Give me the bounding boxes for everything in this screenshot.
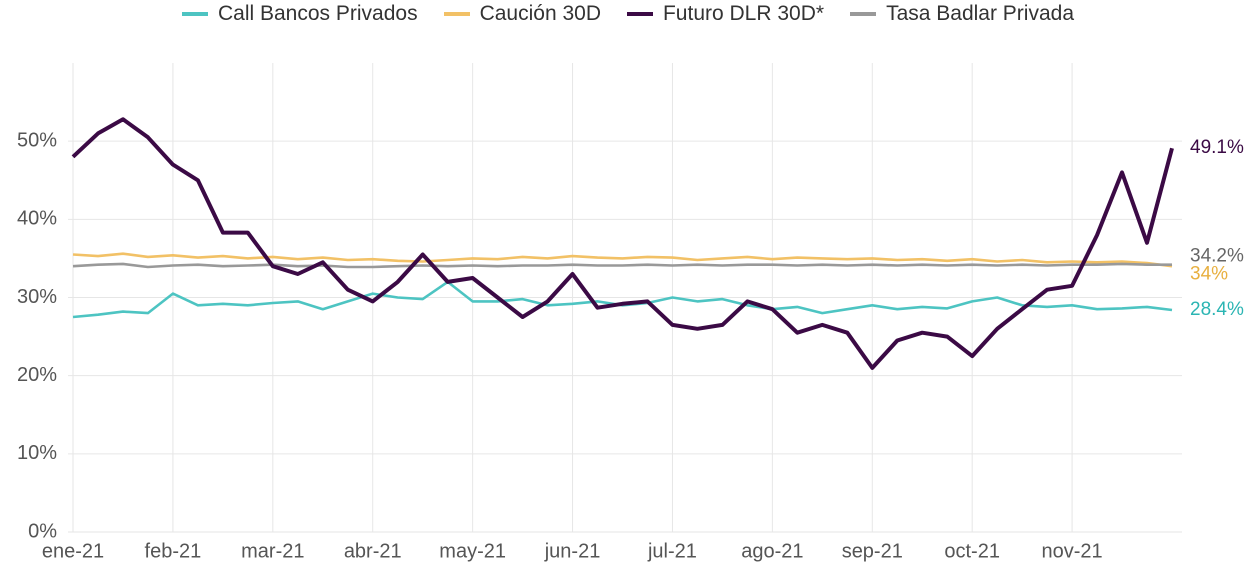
x-tick-label: ago-21 xyxy=(741,540,803,562)
end-label: 34% xyxy=(1190,263,1228,284)
y-tick-label: 0% xyxy=(28,520,57,542)
x-tick-label: mar-21 xyxy=(241,540,304,562)
end-label: 28.4% xyxy=(1190,299,1244,320)
end-label: 34.2% xyxy=(1190,245,1244,266)
x-tick-label: jul-21 xyxy=(647,540,697,562)
series-line xyxy=(72,252,1173,268)
legend-swatch xyxy=(443,12,470,16)
legend-swatch xyxy=(850,12,877,16)
x-tick-label: feb-21 xyxy=(145,540,202,562)
y-tick-label: 50% xyxy=(17,129,57,151)
x-tick-label: oct-21 xyxy=(944,540,1000,562)
legend-swatch xyxy=(181,12,208,16)
legend-label: Caución 30D xyxy=(479,2,601,25)
legend-item: Caución 30D xyxy=(443,2,601,26)
series-line xyxy=(71,117,1174,370)
end-label: 49.1% xyxy=(1190,137,1244,158)
x-tick-label: sep-21 xyxy=(842,540,903,562)
legend-item: Call Bancos Privados xyxy=(181,2,418,26)
legend: Call Bancos Privados Caución 30D Futuro DL… xyxy=(0,2,1256,26)
legend-label: Futuro DLR 30D* xyxy=(662,2,825,25)
x-tick-label: may-21 xyxy=(439,540,506,562)
y-tick-label: 20% xyxy=(17,364,57,386)
y-tick-label: 10% xyxy=(17,442,57,464)
legend-label: Tasa Badlar Privada xyxy=(886,2,1074,25)
y-tick-label: 40% xyxy=(17,208,57,230)
legend-item: Tasa Badlar Privada xyxy=(850,2,1074,26)
y-tick-label: 30% xyxy=(17,286,57,308)
legend-label: Call Bancos Privados xyxy=(217,2,418,25)
series-line xyxy=(72,280,1173,319)
x-tick-label: jun-21 xyxy=(544,540,601,562)
x-tick-label: ene-21 xyxy=(42,540,104,562)
x-tick-label: nov-21 xyxy=(1042,540,1103,562)
legend-swatch xyxy=(626,12,653,16)
legend-item: Futuro DLR 30D* xyxy=(626,2,825,26)
series-line xyxy=(72,262,1172,269)
x-tick-label: abr-21 xyxy=(344,540,402,562)
